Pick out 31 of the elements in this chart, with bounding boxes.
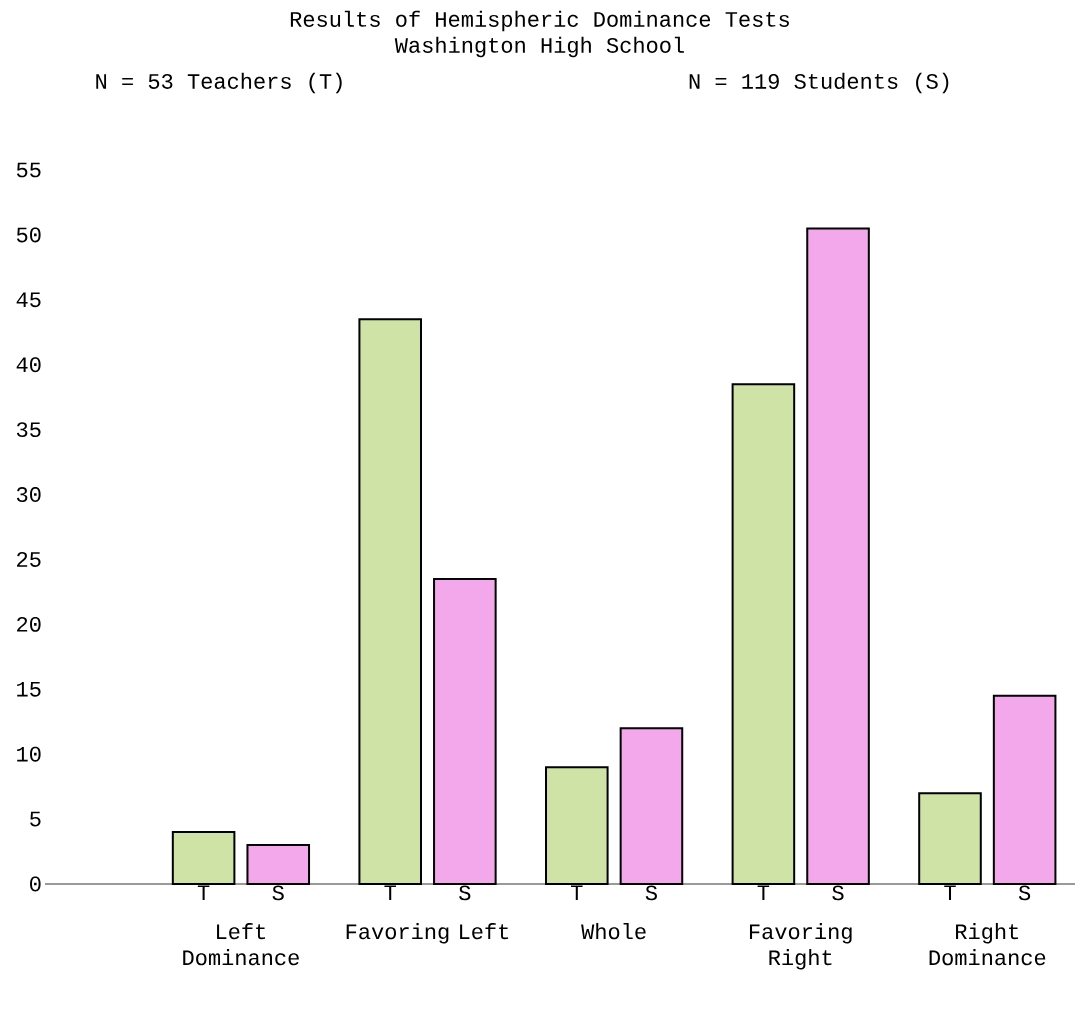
text: T	[384, 885, 396, 900]
text: S	[832, 885, 844, 901]
chart-title: Results of Hemispheric Dominance Tests	[290, 10, 789, 32]
text: T	[757, 885, 770, 900]
chart-subtitle: Washington High School	[394, 36, 684, 58]
text: S	[645, 885, 657, 901]
y-tick-label: 0	[30, 876, 41, 892]
text: S	[459, 885, 471, 901]
x-tick-label: Favoring Right	[749, 923, 852, 970]
y-tick-label: 35	[16, 422, 41, 438]
text: T	[944, 885, 956, 900]
series-label: S	[272, 885, 284, 901]
y-tick-label: 15	[17, 681, 41, 697]
text: N = 119 Students (S)	[689, 72, 949, 94]
series-label: T	[197, 885, 210, 900]
y-tick-label: 50	[16, 227, 41, 243]
y-tick-label: 40	[16, 357, 41, 373]
y-tick-label: 45	[16, 292, 41, 308]
x-tick-label: Favoring Left	[346, 923, 509, 944]
text: S	[1018, 885, 1031, 901]
x-tick-label: Left Dominance	[183, 923, 299, 966]
y-tick-label: 55	[16, 162, 41, 178]
y-tick-label: 10	[17, 746, 41, 762]
x-tick-label: Right Dominance	[929, 923, 1046, 966]
x-tick-label: Whole	[581, 923, 646, 940]
y-tick-label: 20	[17, 616, 41, 632]
y-tick-label: 30	[16, 487, 41, 503]
y-tick-label: 25	[17, 552, 41, 567]
text: N = 53 Teachers (T)	[96, 72, 342, 94]
text: T	[571, 885, 583, 900]
y-tick-label: 5	[30, 811, 41, 827]
